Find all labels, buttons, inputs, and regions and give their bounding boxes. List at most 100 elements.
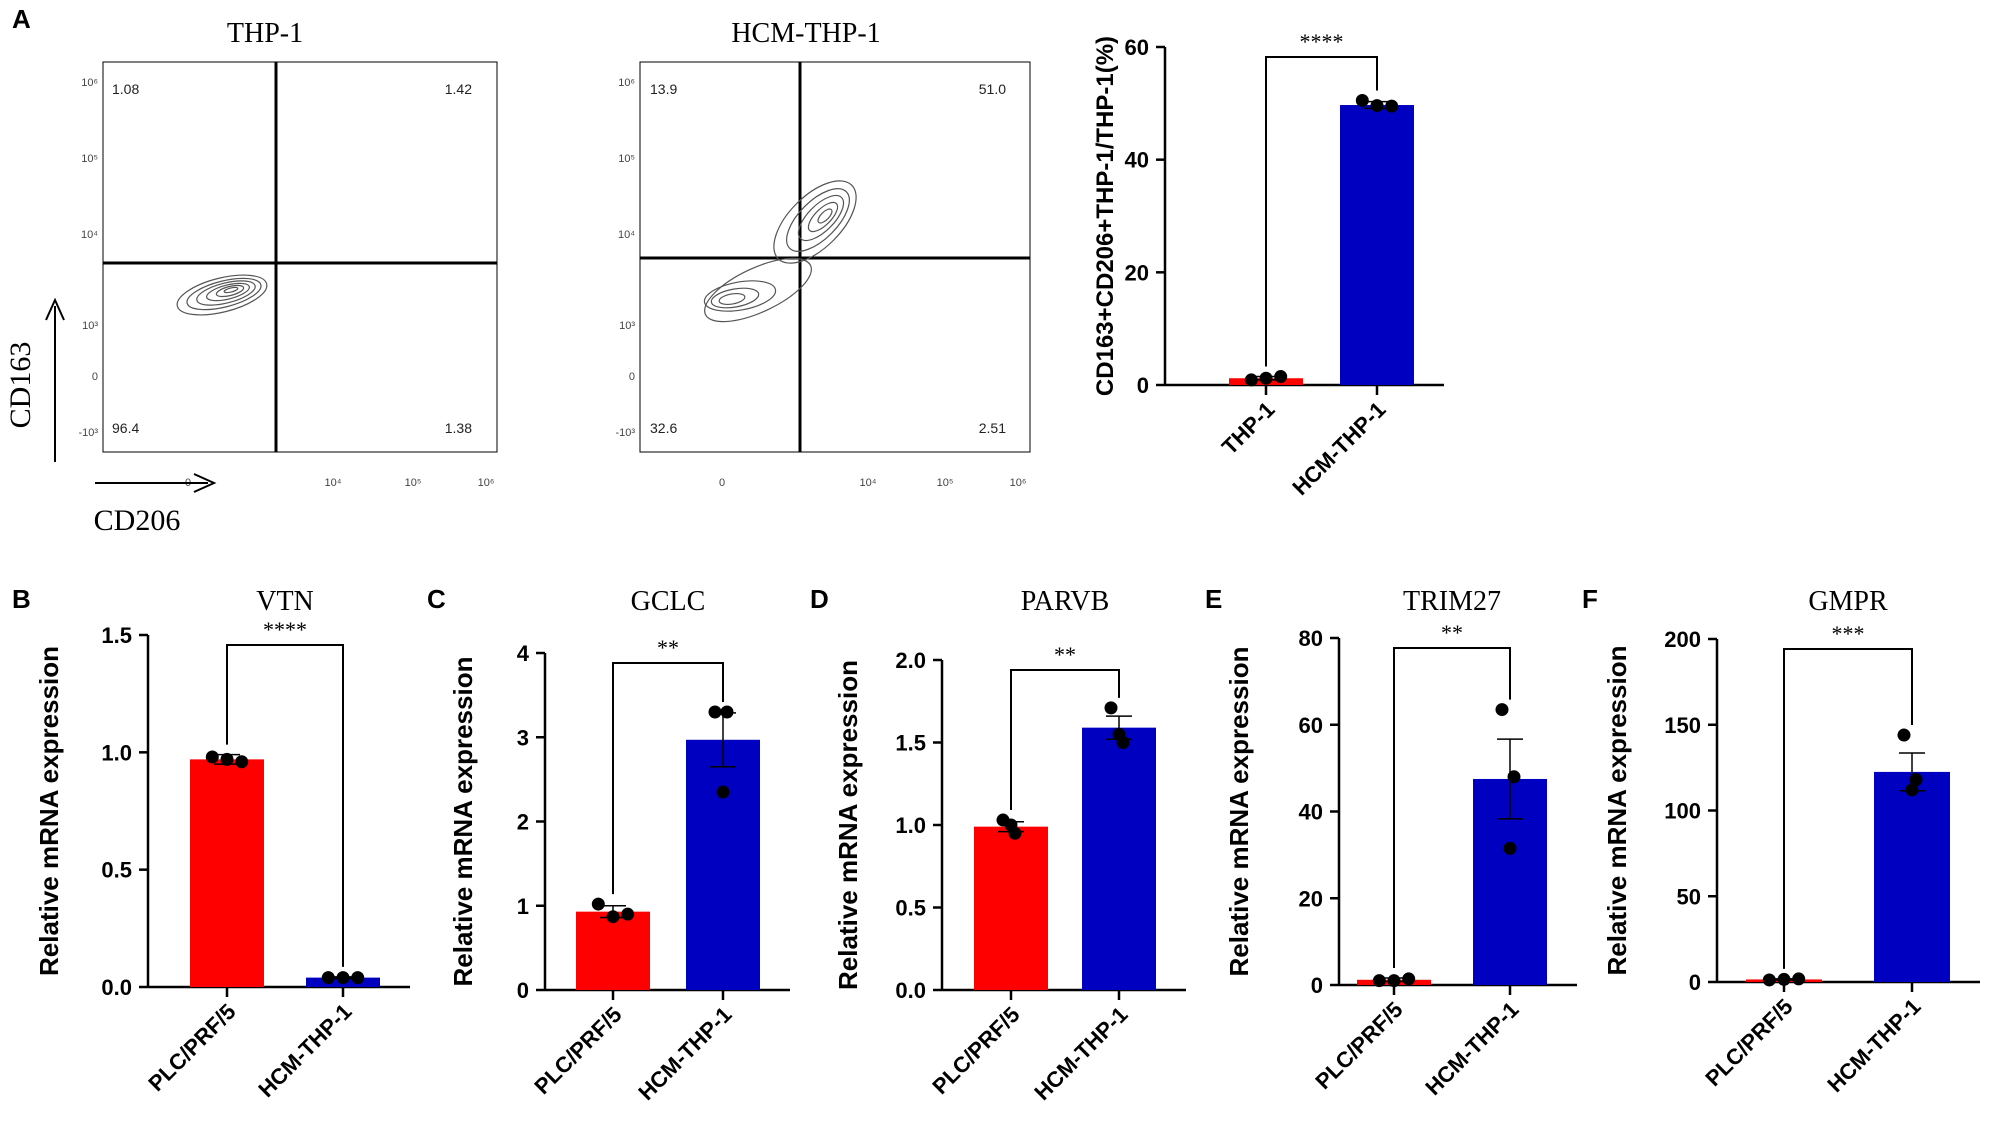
contour-population — [176, 274, 268, 316]
quadrant-lr-value: 2.51 — [979, 420, 1006, 436]
y-tick-label: 0 — [1689, 970, 1701, 995]
panel-letter-c: C — [427, 584, 446, 614]
data-point — [720, 705, 734, 719]
data-point — [1792, 972, 1806, 986]
bar — [576, 911, 650, 990]
significance-stars: ** — [657, 635, 679, 660]
data-point — [1104, 701, 1118, 715]
y-axis-label: CD163+CD206+THP-1/THP-1(%) — [1092, 36, 1119, 396]
data-point — [1762, 973, 1776, 987]
quadrant-ul-value: 13.9 — [650, 81, 677, 97]
x-tick-label: HCM-THP-1 — [1420, 997, 1523, 1100]
x-tick-label: 10⁵ — [405, 477, 422, 489]
y-axis-label: Relative mRNA expression — [833, 660, 863, 990]
data-point — [220, 752, 234, 766]
flow-x-axis-label: CD206 — [94, 504, 181, 537]
chart-title: VTN — [256, 586, 314, 617]
data-point — [606, 910, 620, 924]
y-tick-label: 1.5 — [101, 623, 132, 648]
significance-stars: ** — [1054, 642, 1076, 667]
data-point — [1385, 99, 1399, 113]
bar — [190, 759, 264, 987]
significance-stars: **** — [1300, 29, 1344, 54]
y-tick-label: 2 — [517, 810, 529, 835]
y-tick-label: 0.5 — [101, 858, 132, 883]
data-point — [1495, 703, 1509, 717]
significance-stars: **** — [263, 617, 307, 642]
y-tick-label: 0 — [1137, 373, 1149, 398]
bar — [1874, 771, 1950, 982]
y-tick-label: 50 — [1677, 884, 1701, 909]
flow-title: HCM-THP-1 — [731, 18, 880, 49]
data-point — [1507, 770, 1521, 784]
chart-title: PARVB — [1021, 586, 1110, 617]
data-point — [1259, 371, 1273, 385]
y-tick-label: 0.5 — [895, 896, 926, 921]
quadrant-ll-value: 32.6 — [650, 420, 677, 436]
data-point — [1112, 727, 1126, 741]
data-point — [1897, 728, 1911, 742]
data-point — [1274, 370, 1288, 384]
data-point — [235, 755, 249, 769]
y-tick-label: 200 — [1664, 627, 1701, 652]
chart-title: TRIM27 — [1403, 586, 1501, 617]
data-point — [591, 897, 605, 911]
data-point — [336, 971, 350, 985]
x-tick-label: 0 — [719, 477, 725, 489]
y-tick-label: 150 — [1664, 713, 1701, 738]
flow-title: THP-1 — [227, 18, 303, 49]
y-tick-label: 0 — [1311, 973, 1323, 998]
quadrant-ll-value: 96.4 — [112, 420, 139, 436]
y-tick-label: 0 — [629, 371, 635, 383]
data-point — [708, 705, 722, 719]
bar — [1340, 105, 1414, 386]
y-axis-label: Relative mRNA expression — [448, 657, 478, 987]
panel-letter-b: B — [12, 584, 31, 614]
data-point — [1372, 974, 1386, 988]
y-tick-label: 1.0 — [101, 740, 132, 765]
y-tick-label: 20 — [1299, 886, 1323, 911]
contour-population — [703, 180, 857, 323]
chart-title: GCLC — [631, 586, 706, 617]
bar — [686, 739, 760, 990]
significance-bracket — [1783, 648, 1913, 969]
y-axis-label: Relative mRNA expression — [1602, 646, 1632, 976]
quadrant-ul-value: 1.08 — [112, 81, 139, 97]
y-axis-label: Relative mRNA expression — [1224, 647, 1254, 977]
y-tick-label: 10³ — [82, 320, 98, 332]
y-tick-label: 0.0 — [895, 978, 926, 1003]
flow-plot-hcm-thp1: HCM-THP-1 13.9 51.0 32.6 2.51 10⁶ 10⁵ 10… — [615, 18, 1031, 489]
x-tick-label: HCM-THP-1 — [1287, 397, 1390, 500]
flow-plot-thp1: THP-1 1.08 1.42 96.4 1.38 10⁶ 10⁵ 10⁴ 10… — [78, 18, 498, 489]
y-tick-label: 10⁴ — [618, 229, 635, 241]
y-tick-label: 10⁵ — [618, 153, 635, 165]
x-tick-label: 10⁴ — [325, 477, 342, 489]
x-tick-label: HCM-THP-1 — [1822, 994, 1925, 1097]
x-tick-label: PLC/PRF/5 — [1700, 994, 1797, 1091]
bar — [1082, 727, 1156, 990]
data-point — [205, 750, 219, 764]
data-point — [1402, 972, 1416, 986]
y-axis-label: Relative mRNA expression — [34, 646, 64, 976]
panel-letter-d: D — [810, 584, 829, 614]
y-tick-label: -10³ — [615, 427, 635, 439]
x-tick-label: 10⁴ — [860, 477, 877, 489]
data-point — [321, 971, 335, 985]
data-point — [1355, 94, 1369, 108]
y-tick-label: 4 — [517, 641, 530, 666]
flow-axis-arrows: CD163 CD206 — [4, 297, 217, 537]
quadrant-lr-value: 1.38 — [445, 420, 472, 436]
y-tick-label: 10⁶ — [618, 77, 635, 89]
y-tick-label: 1.0 — [895, 813, 926, 838]
x-tick-label: HCM-THP-1 — [253, 999, 356, 1102]
y-tick-label: 10⁶ — [81, 77, 98, 89]
panel-letter-f: F — [1582, 584, 1598, 614]
quadrant-ur-value: 1.42 — [445, 81, 472, 97]
y-tick-label: 0 — [92, 371, 98, 383]
panel-letter-e: E — [1205, 584, 1222, 614]
data-point — [1387, 974, 1401, 988]
data-point — [1905, 783, 1919, 797]
panel-letter-a: A — [12, 4, 31, 34]
